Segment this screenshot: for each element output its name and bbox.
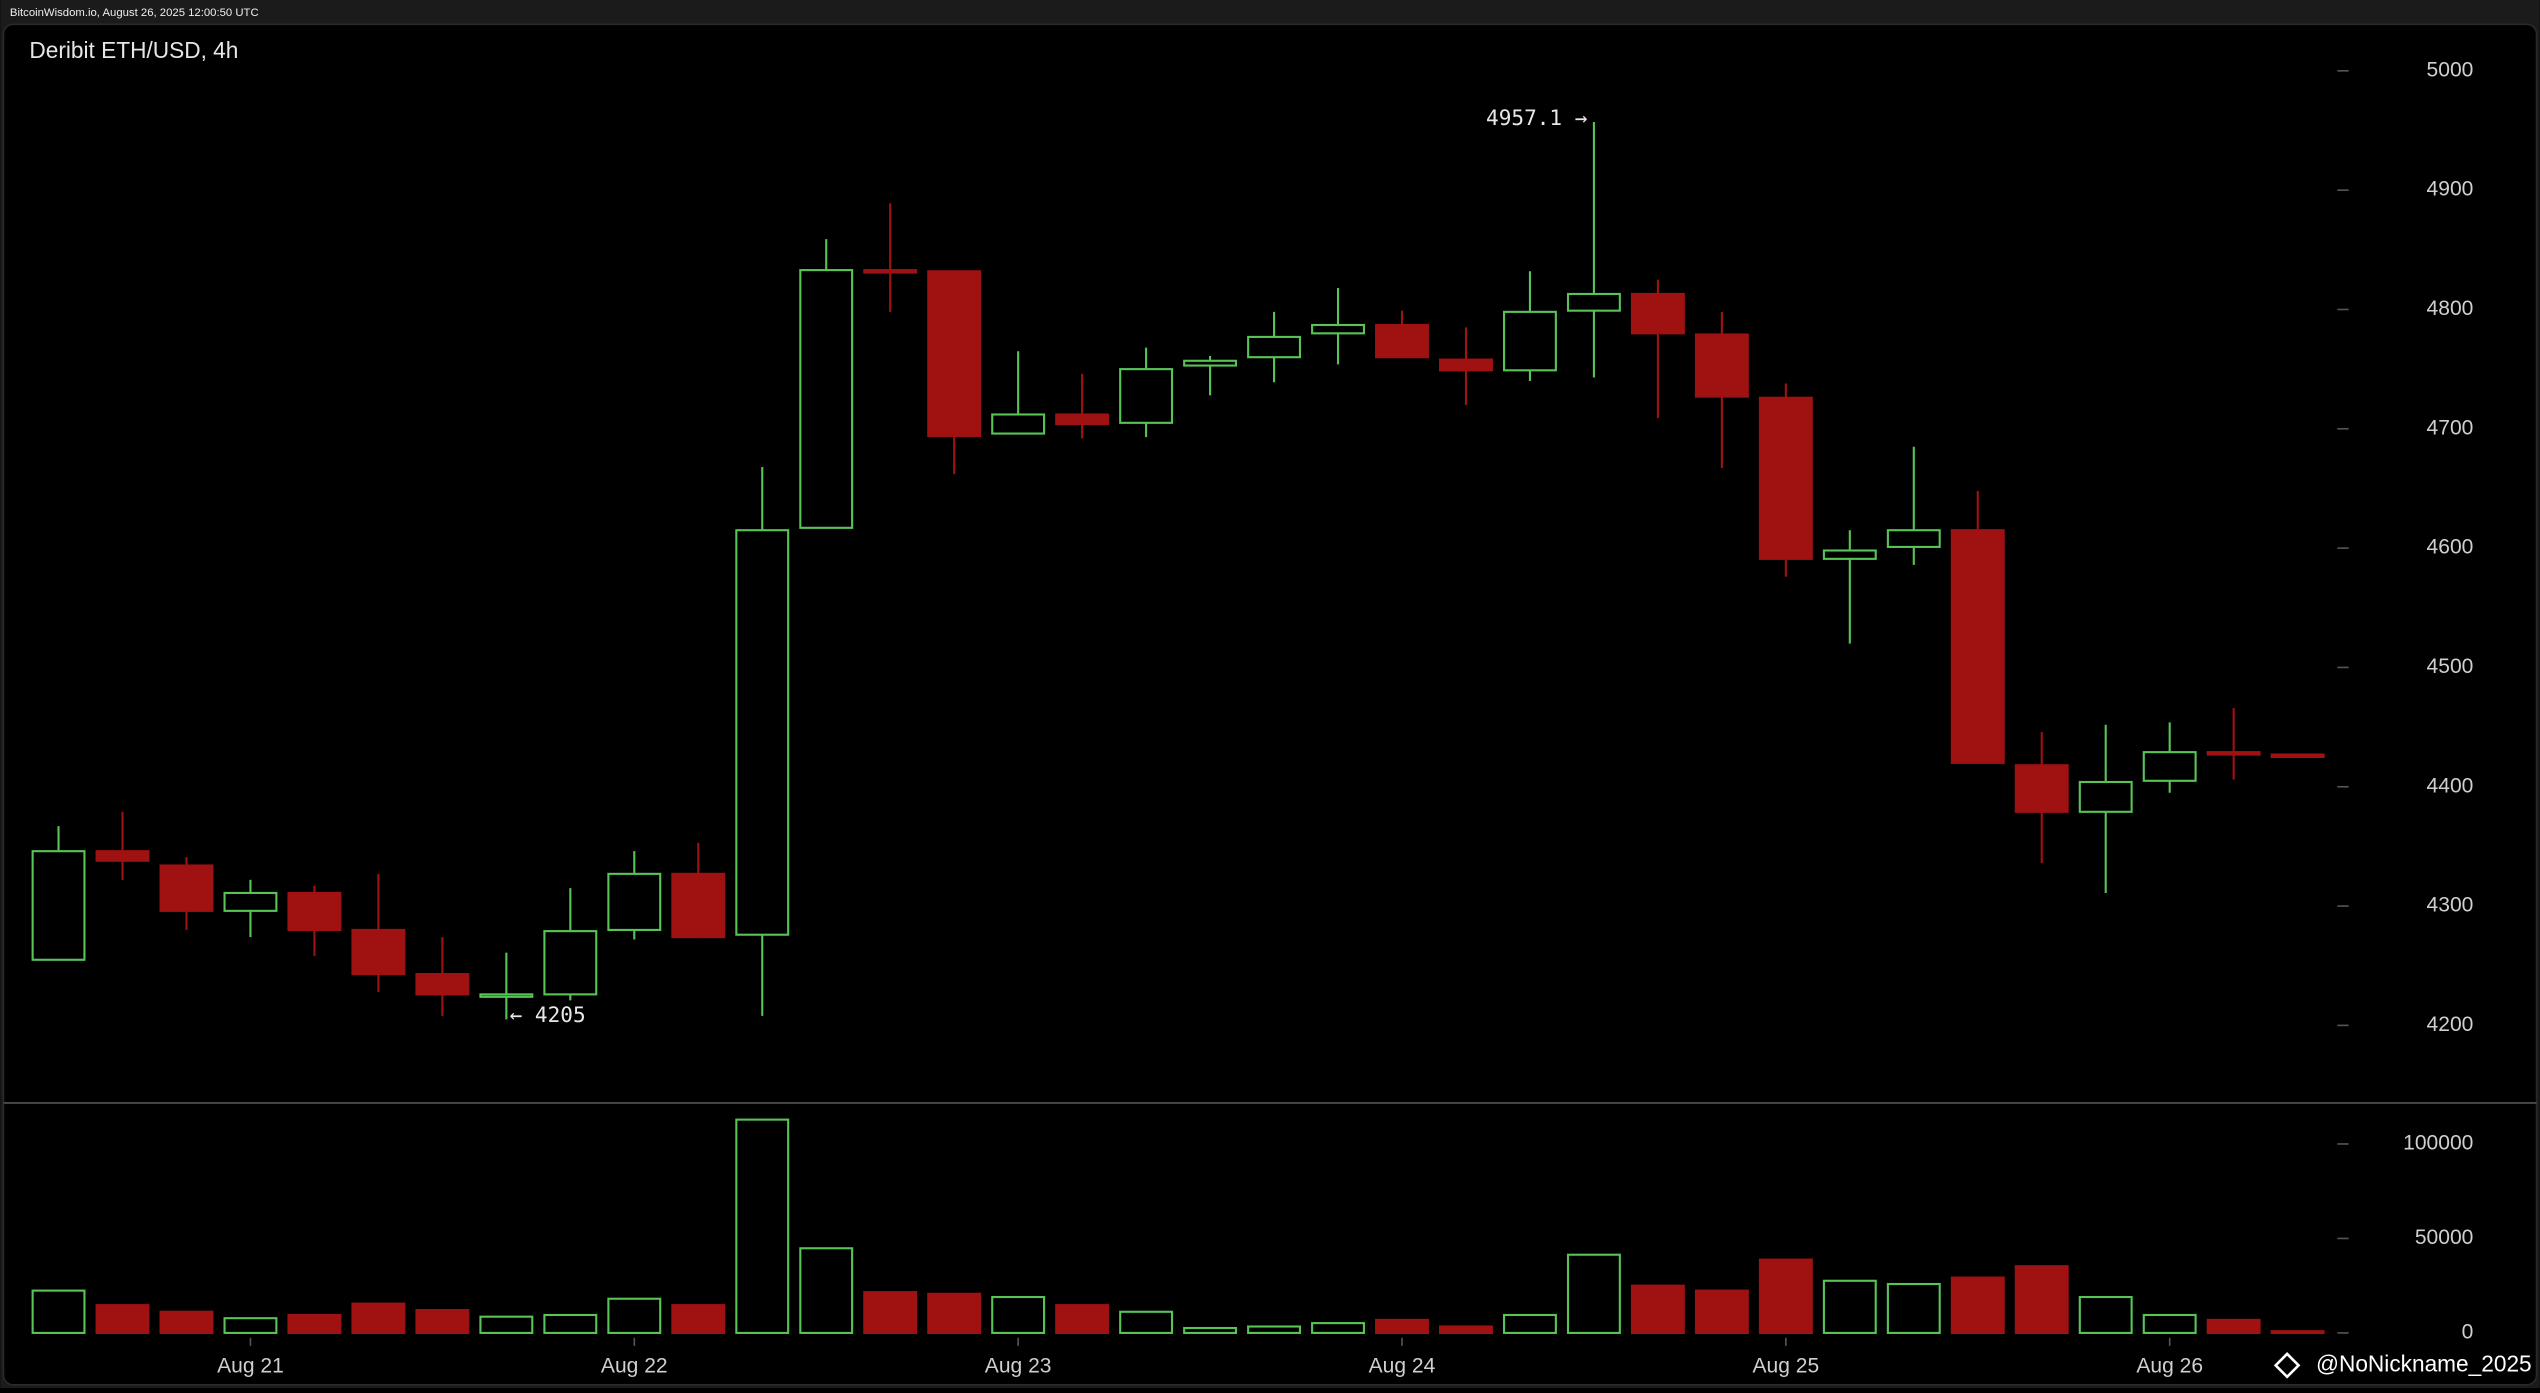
volume-bar <box>1311 1322 1365 1334</box>
candle-body <box>607 872 662 931</box>
volume-bar <box>1055 1304 1110 1334</box>
candle-body <box>1630 292 1685 335</box>
candle-body <box>1375 323 1429 359</box>
x-tick-label: Aug 22 <box>601 1355 668 1378</box>
volume-bar <box>1758 1258 1813 1334</box>
volume-bar <box>927 1292 982 1334</box>
volume-bar <box>799 1247 854 1334</box>
candle-body <box>1183 359 1238 367</box>
volume-bar <box>1822 1279 1877 1334</box>
y-tick-label: 4900 <box>2427 178 2474 201</box>
candle-body <box>2014 764 2069 813</box>
volume-bar <box>1630 1284 1685 1334</box>
candle-body <box>1822 549 1877 560</box>
candle-body <box>1119 368 1174 424</box>
candle-body <box>1055 413 1110 426</box>
candle-body <box>1694 333 1749 398</box>
volume-bar <box>351 1302 406 1334</box>
x-tick-label: Aug 26 <box>2136 1355 2203 1378</box>
y-tick-label: 5000 <box>2427 58 2474 81</box>
candle-body <box>1247 335 1302 359</box>
annotation-high: 4957.1 → <box>1486 105 1587 130</box>
volume-bar <box>543 1313 598 1334</box>
candle-body <box>415 973 470 996</box>
candle-body <box>863 269 918 274</box>
volume-bar <box>2014 1265 2069 1334</box>
volume-bar <box>1950 1276 2005 1334</box>
candle-body <box>479 993 534 998</box>
volume-bar <box>607 1297 662 1334</box>
x-tick-label: Aug 24 <box>1369 1355 1436 1378</box>
watermark-logo <box>2273 1352 2301 1379</box>
volume-bar <box>671 1304 726 1334</box>
candle-body <box>1886 529 1941 548</box>
candle-body <box>31 850 86 961</box>
y-tick-label: 0 <box>2462 1320 2474 1343</box>
candle-body <box>1439 358 1493 372</box>
annotation-low: ← 4205 <box>510 1002 586 1027</box>
y-tick-label: 4400 <box>2427 774 2474 797</box>
volume-bar <box>1375 1318 1429 1334</box>
panel <box>2 23 2538 1386</box>
candle-body <box>95 850 150 862</box>
volume-bar <box>863 1291 918 1334</box>
candle-body <box>1950 529 2005 764</box>
volume-bar <box>1694 1289 1749 1334</box>
volume-bar <box>95 1304 150 1334</box>
candle-body <box>2270 753 2325 759</box>
volume-bar <box>2142 1313 2197 1334</box>
candle-body <box>159 864 214 912</box>
candle-body <box>735 529 790 936</box>
candle-body <box>1566 292 1621 312</box>
y-tick-label: 4200 <box>2427 1013 2474 1036</box>
y-tick-label: 50000 <box>2415 1226 2474 1249</box>
candle-body <box>671 872 726 939</box>
y-tick-label: 100000 <box>2403 1132 2473 1155</box>
volume-bar <box>2206 1318 2261 1334</box>
volume-bar <box>159 1310 214 1334</box>
candle-body <box>799 269 854 529</box>
volume-bar <box>2270 1330 2325 1334</box>
volume-bar <box>1566 1253 1621 1334</box>
candle-body <box>543 930 598 996</box>
x-tick-label: Aug 25 <box>1752 1355 1819 1378</box>
chart-title: Deribit ETH/USD, 4h <box>29 37 238 63</box>
volume-bar <box>31 1289 86 1334</box>
candle-body <box>1758 396 1813 560</box>
volume-bar <box>1119 1310 1174 1334</box>
watermark: @NoNickname_2025 <box>2316 1350 2532 1376</box>
candle-body <box>991 413 1046 435</box>
volume-bar <box>991 1295 1046 1334</box>
volume-bar <box>287 1313 342 1334</box>
volume-bar <box>735 1118 790 1334</box>
candle-body <box>927 270 982 438</box>
volume-bar <box>1183 1326 1238 1334</box>
header: BitcoinWisdom.io, August 26, 2025 12:00:… <box>10 7 259 19</box>
x-tick-label: Aug 23 <box>985 1355 1052 1378</box>
volume-bar <box>415 1309 470 1334</box>
volume-bar <box>1439 1325 1493 1334</box>
candle-body <box>2078 780 2133 813</box>
volume-bar <box>2078 1295 2133 1334</box>
volume-bar <box>1502 1313 1557 1334</box>
volume-bar <box>223 1317 278 1334</box>
volume-bar <box>1886 1282 1941 1334</box>
volume-bar <box>1247 1325 1302 1334</box>
x-tick-label: Aug 21 <box>217 1355 284 1378</box>
candle-body <box>1502 310 1557 372</box>
y-tick-label: 4300 <box>2427 894 2474 917</box>
y-tick-label: 4800 <box>2427 297 2474 320</box>
y-tick-label: 4700 <box>2427 416 2474 439</box>
candle-body <box>287 891 342 931</box>
volume-bar <box>479 1315 534 1334</box>
candle-body <box>2142 751 2197 782</box>
candle-body <box>1311 323 1365 335</box>
candle-body <box>351 928 406 976</box>
y-tick-label: 4500 <box>2427 655 2474 678</box>
candle-body <box>2206 751 2261 756</box>
y-tick-label: 4600 <box>2427 536 2474 559</box>
candle-body <box>223 891 278 912</box>
